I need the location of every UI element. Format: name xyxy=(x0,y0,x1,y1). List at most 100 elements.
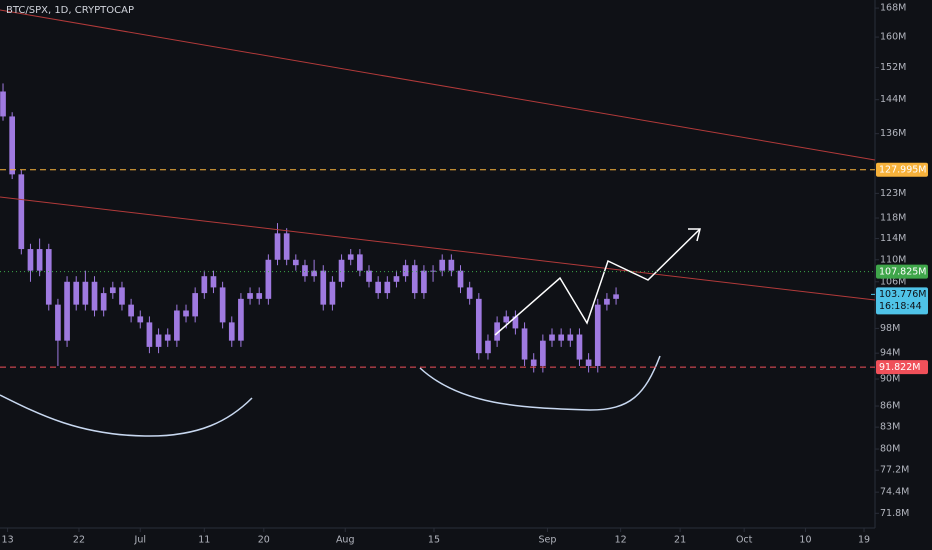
y-tick-label: 114M xyxy=(880,233,906,244)
y-tick-label: 71.8M xyxy=(880,508,909,519)
candle-body xyxy=(109,287,116,294)
candle-body xyxy=(448,259,455,271)
candle-body xyxy=(9,116,16,175)
last-price-label: 103.776M xyxy=(879,289,926,300)
candle-body xyxy=(475,298,482,354)
x-tick-label: Oct xyxy=(736,535,753,546)
candle-body xyxy=(274,233,281,260)
y-tick-label: 80M xyxy=(880,444,900,455)
candle-body xyxy=(128,304,134,317)
curve-drawing xyxy=(0,394,253,437)
candle-body xyxy=(219,287,226,323)
trendline xyxy=(0,9,876,161)
candle-body xyxy=(311,270,317,277)
candle-body xyxy=(375,281,381,294)
candle-body xyxy=(329,281,336,305)
candle-body xyxy=(164,334,171,341)
x-tick-label: 10 xyxy=(799,535,811,546)
candle-body xyxy=(82,281,89,305)
candle-body xyxy=(174,310,180,341)
y-tick-label: 123M xyxy=(880,188,906,199)
candle-body xyxy=(576,334,583,360)
candle-body xyxy=(567,334,574,341)
y-tick-label: 152M xyxy=(880,62,906,73)
candle-body xyxy=(91,281,98,311)
x-tick-label: 15 xyxy=(428,535,440,546)
candle-body xyxy=(283,233,290,260)
x-tick-label: Aug xyxy=(336,535,355,546)
price-label: 127.995M xyxy=(879,165,926,176)
price-label-box xyxy=(876,360,928,375)
candle-body xyxy=(201,276,208,294)
x-tick-label: 11 xyxy=(198,535,210,546)
x-tick-label: 21 xyxy=(674,535,686,546)
candle-body xyxy=(73,281,80,305)
candle-body xyxy=(119,287,125,305)
candle-body xyxy=(402,265,409,277)
last-price-box xyxy=(876,287,928,315)
candle-body xyxy=(265,259,272,299)
candle-body xyxy=(146,322,153,347)
candle-body xyxy=(466,287,473,299)
candle-body xyxy=(384,281,391,294)
y-tick-label: 83M xyxy=(880,422,900,433)
candle-body xyxy=(36,249,43,271)
candle-body xyxy=(512,316,519,329)
y-tick-label: 77.2M xyxy=(880,465,909,476)
candle-body xyxy=(604,298,610,305)
candle-body xyxy=(594,304,601,366)
y-tick-label: 168M xyxy=(880,3,906,14)
x-tick-label: 13 xyxy=(2,535,14,546)
candle-body xyxy=(192,293,199,317)
candle-body xyxy=(366,270,372,282)
candle-body xyxy=(256,293,263,299)
price-label: 107.825M xyxy=(879,267,926,278)
y-tick-label: 74.4M xyxy=(880,487,909,498)
y-tick-label: 98M xyxy=(880,323,900,334)
y-tick-label: 106M xyxy=(880,276,906,287)
candle-body xyxy=(549,334,555,341)
candle-body xyxy=(347,254,354,260)
candle-body xyxy=(585,359,592,366)
x-tick-label: Jul xyxy=(134,535,146,546)
candle-body xyxy=(0,91,6,117)
candle-body xyxy=(210,276,217,288)
candle-body xyxy=(238,298,244,341)
candle-body xyxy=(393,276,400,282)
candle-body xyxy=(27,249,34,271)
candle-body xyxy=(247,293,253,299)
candle-body xyxy=(357,254,363,271)
candle-body xyxy=(155,334,162,347)
candle-body xyxy=(439,259,446,271)
candle-body xyxy=(320,270,327,305)
candle-body xyxy=(411,265,418,294)
x-tick-label: 20 xyxy=(258,535,270,546)
candle-body xyxy=(55,304,61,341)
candle-body xyxy=(18,174,25,250)
plot xyxy=(0,83,619,373)
candle-body xyxy=(494,322,500,341)
candle-body xyxy=(64,281,70,341)
price-label-box xyxy=(876,162,928,177)
y-tick-label: 144M xyxy=(880,94,906,105)
y-tick-label: 160M xyxy=(880,32,906,43)
candle-body xyxy=(338,259,345,282)
y-tick-label: 90M xyxy=(880,374,900,385)
candle-body xyxy=(503,316,510,323)
candle-body xyxy=(430,270,436,272)
candle-body xyxy=(228,322,235,341)
x-tick-label: 19 xyxy=(858,535,870,546)
arrow-head xyxy=(688,228,701,242)
candle-body xyxy=(521,328,528,360)
price-label-box xyxy=(876,264,928,279)
y-tick-label: 86M xyxy=(880,401,900,412)
candle-body xyxy=(302,265,308,277)
candle-body xyxy=(100,293,107,311)
candle-body xyxy=(558,334,564,341)
candle-body xyxy=(485,340,491,354)
countdown: 16:18:44 xyxy=(879,301,922,312)
candle-body xyxy=(457,270,464,288)
y-tick-label: 110M xyxy=(880,254,906,265)
